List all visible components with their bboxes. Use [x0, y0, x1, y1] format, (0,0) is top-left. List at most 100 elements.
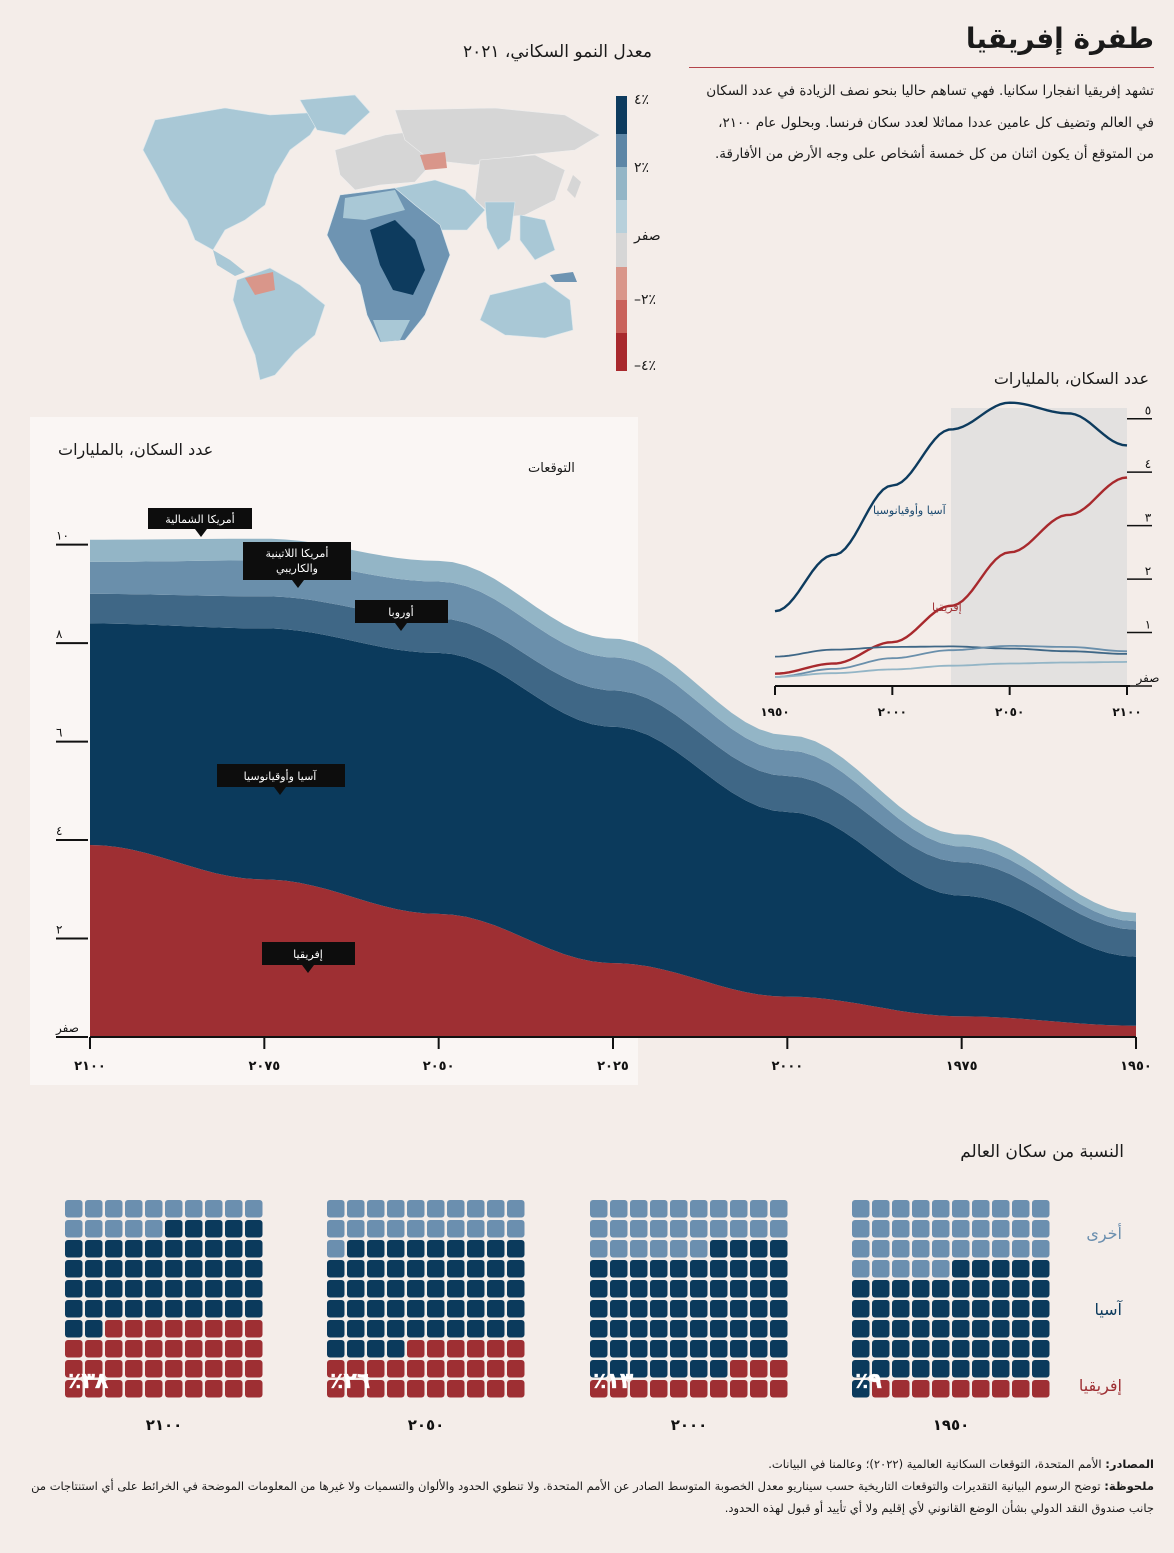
small-x-ticks: ١٩٥٠ ٢٠٠٠ ٢٠٥٠ ٢١٠٠	[760, 686, 1142, 719]
waffle-cell	[467, 1220, 485, 1238]
waffle-cell	[467, 1320, 485, 1338]
waffle-1: ٪١٣ ٢٠٠٠	[590, 1200, 788, 1434]
waffle-cell	[892, 1320, 910, 1338]
waffle-cell	[125, 1240, 143, 1258]
waffle-cell	[105, 1320, 123, 1338]
intro-paragraph: تشهد إفريقيا انفجارا سكانيا. فهي تساهم ح…	[706, 83, 1154, 162]
south-africa-shape	[373, 320, 410, 342]
waffle-cell	[327, 1300, 345, 1318]
waffle-cell	[467, 1360, 485, 1378]
waffle-cell	[630, 1280, 648, 1298]
waffle-cell	[972, 1240, 990, 1258]
waffle-cell	[467, 1240, 485, 1258]
waffle-cell	[670, 1220, 688, 1238]
waffle-cell	[1032, 1220, 1050, 1238]
waffle-cell	[467, 1260, 485, 1278]
waffle-charts: ٪٩ ١٩٥٠ ٪١٣ ٢٠٠٠ ٪٢٦ ٢٠٥٠ ٪٣٨ ٢١٠٠	[65, 1200, 1050, 1434]
waffle-cell	[932, 1200, 950, 1218]
waffle-cell	[932, 1260, 950, 1278]
waffle-cell	[487, 1320, 505, 1338]
waffle-cell	[770, 1260, 788, 1278]
callout-label: أمريكا الشمالية	[165, 512, 235, 526]
waffle-cell	[690, 1280, 708, 1298]
sources-line: المصادر: الأمم المتحدة، التوقعات السكاني…	[14, 1453, 1154, 1475]
waffle-cell	[590, 1360, 608, 1378]
waffle-cell	[487, 1260, 505, 1278]
waffle-cell	[972, 1280, 990, 1298]
waffle-cell	[1032, 1200, 1050, 1218]
waffle-cell	[205, 1260, 223, 1278]
waffle-cell	[730, 1340, 748, 1358]
waffle-cell	[245, 1260, 263, 1278]
y-tick-label: صفر	[55, 1021, 79, 1036]
waffle-cell	[105, 1260, 123, 1278]
waffle-cell	[507, 1280, 525, 1298]
legend-other: أخرى	[1086, 1224, 1122, 1243]
waffle-cell	[1032, 1360, 1050, 1378]
legend-swatch-0-pos	[616, 200, 627, 233]
waffle-cell	[347, 1380, 365, 1398]
waffle-cell	[185, 1380, 203, 1398]
waffle-cell	[770, 1220, 788, 1238]
waffle-cell	[852, 1240, 870, 1258]
waffle-cell	[487, 1380, 505, 1398]
waffle-cell	[427, 1240, 445, 1258]
waffle-cell	[427, 1260, 445, 1278]
waffle-cell	[387, 1260, 405, 1278]
area-asia	[90, 623, 1136, 1026]
waffle-cell	[487, 1280, 505, 1298]
callout-label: أمريكا اللاتينية	[266, 546, 329, 560]
waffle-cell	[1032, 1340, 1050, 1358]
waffle-cell	[327, 1340, 345, 1358]
waffle-cell	[690, 1380, 708, 1398]
x-tick-label: ٢١٠٠	[74, 1059, 106, 1074]
waffle-cell	[65, 1360, 83, 1378]
waffle-cell	[872, 1380, 890, 1398]
waffle-cell	[710, 1280, 728, 1298]
waffle-cell	[85, 1280, 103, 1298]
waffle-cell	[367, 1360, 385, 1378]
waffle-cell	[1012, 1280, 1030, 1298]
y-tick-label: ٤	[1145, 457, 1151, 471]
waffle-cell	[932, 1380, 950, 1398]
waffle-cell	[872, 1220, 890, 1238]
waffle-cell	[65, 1220, 83, 1238]
waffle-cell	[952, 1220, 970, 1238]
waffle-cell	[205, 1300, 223, 1318]
waffle-cell	[710, 1200, 728, 1218]
waffle-cell	[65, 1340, 83, 1358]
sources-label: المصادر:	[1105, 1457, 1154, 1471]
waffle-cell	[387, 1240, 405, 1258]
legend-label: ٪٤–	[634, 358, 657, 374]
main-chart-title: عدد السكان، بالمليارات	[58, 440, 214, 459]
waffle-cell	[912, 1360, 930, 1378]
waffle-cell	[427, 1340, 445, 1358]
waffle-cell	[650, 1380, 668, 1398]
waffle-cell	[872, 1300, 890, 1318]
waffle-cell	[912, 1280, 930, 1298]
line-north-america	[775, 661, 1128, 678]
waffle-cell	[892, 1280, 910, 1298]
waffle-cell	[1012, 1240, 1030, 1258]
waffle-cell	[750, 1340, 768, 1358]
waffle-cell	[145, 1360, 163, 1378]
waffle-cell	[710, 1360, 728, 1378]
waffle-cell	[407, 1360, 425, 1378]
waffle-cell	[892, 1200, 910, 1218]
waffle-cell	[690, 1340, 708, 1358]
waffle-cell	[630, 1340, 648, 1358]
waffle-cell	[952, 1380, 970, 1398]
waffle-cell	[932, 1320, 950, 1338]
waffle-cell	[590, 1200, 608, 1218]
waffle-cell	[630, 1240, 648, 1258]
waffle-cell	[347, 1300, 365, 1318]
waffle-cell	[650, 1260, 668, 1278]
waffle-cell	[690, 1260, 708, 1278]
waffle-cell	[992, 1220, 1010, 1238]
legend-swatch-2	[616, 134, 627, 167]
waffle-cell	[1012, 1220, 1030, 1238]
waffle-cell	[327, 1320, 345, 1338]
waffle-cell	[690, 1240, 708, 1258]
waffle-cell	[852, 1360, 870, 1378]
south-america-shape	[232, 267, 326, 380]
